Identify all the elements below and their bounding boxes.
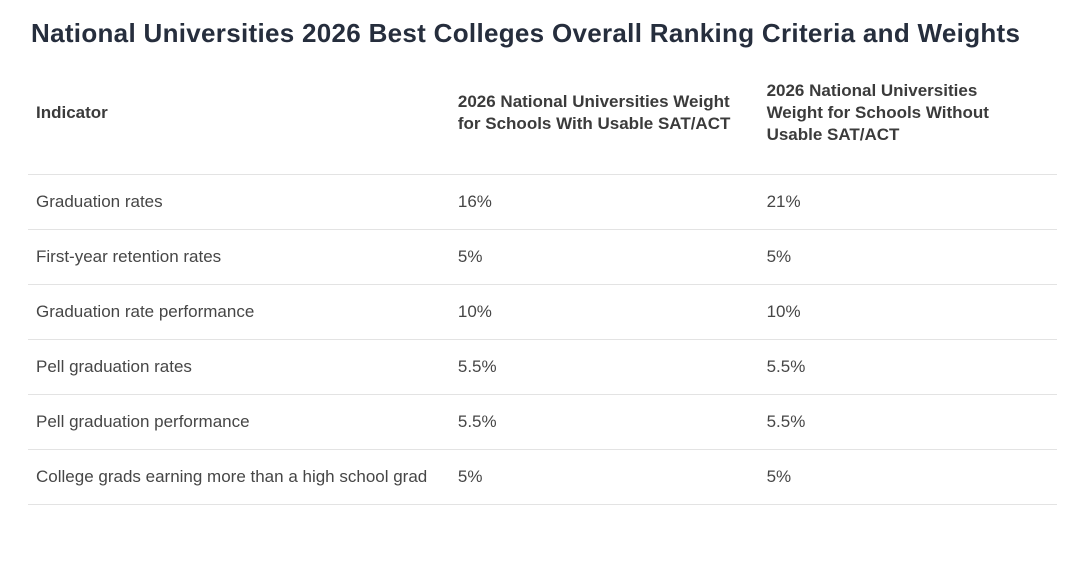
- table-row: First-year retention rates 5% 5%: [28, 229, 1057, 285]
- indicator-cell: Pell graduation rates: [28, 339, 450, 395]
- table-body: Graduation rates 16% 21% First-year rete…: [28, 174, 1057, 505]
- column-header-indicator: Indicator: [28, 52, 450, 175]
- indicator-cell: Graduation rates: [28, 174, 450, 230]
- column-header-with-sat: 2026 National Universities Weight for Sc…: [449, 52, 759, 175]
- without-sat-weight-cell: 21%: [758, 174, 1057, 230]
- without-sat-weight-cell: 5%: [758, 229, 1057, 285]
- table-row: Graduation rates 16% 21%: [28, 174, 1057, 230]
- with-sat-weight-cell: 5.5%: [449, 394, 759, 450]
- table-row: Graduation rate performance 10% 10%: [28, 284, 1057, 340]
- column-header-without-sat: 2026 National Universities Weight for Sc…: [758, 52, 1057, 175]
- without-sat-weight-cell: 5.5%: [758, 394, 1057, 450]
- indicator-cell: Pell graduation performance: [28, 394, 450, 450]
- with-sat-weight-cell: 5.5%: [449, 339, 759, 395]
- indicator-cell: First-year retention rates: [28, 229, 450, 285]
- without-sat-weight-cell: 10%: [758, 284, 1057, 340]
- with-sat-weight-cell: 16%: [449, 174, 759, 230]
- table-header: Indicator 2026 National Universities Wei…: [28, 52, 1057, 175]
- with-sat-weight-cell: 5%: [449, 229, 759, 285]
- with-sat-weight-cell: 5%: [449, 449, 759, 505]
- indicator-cell: College grads earning more than a high s…: [28, 449, 450, 505]
- with-sat-weight-cell: 10%: [449, 284, 759, 340]
- table-header-row: Indicator 2026 National Universities Wei…: [28, 52, 1057, 175]
- without-sat-weight-cell: 5.5%: [758, 339, 1057, 395]
- page-title: National Universities 2026 Best Colleges…: [31, 18, 1021, 48]
- table-row: Pell graduation rates 5.5% 5.5%: [28, 339, 1057, 395]
- ranking-criteria-table: Indicator 2026 National Universities Wei…: [28, 52, 1057, 505]
- without-sat-weight-cell: 5%: [758, 449, 1057, 505]
- indicator-cell: Graduation rate performance: [28, 284, 450, 340]
- table-row: College grads earning more than a high s…: [28, 449, 1057, 505]
- table-row: Pell graduation performance 5.5% 5.5%: [28, 394, 1057, 450]
